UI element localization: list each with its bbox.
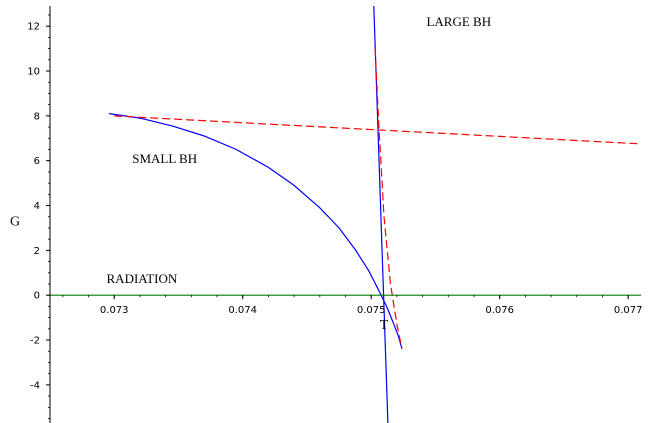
- x-tick-label: 0.074: [228, 305, 257, 316]
- ticks-layer: 0.073 0.074 0.075 0.076 0.077 -4 -2 0 2 4 6 8 10 12: [27, 14, 643, 419]
- x-tick-label: 0.077: [614, 305, 643, 316]
- x-tick-label: 0.076: [485, 305, 514, 316]
- x-tick-label: 0.075: [357, 305, 386, 316]
- y-tick-label: 4: [34, 201, 40, 212]
- series-layer: [50, 5, 642, 423]
- x-axis-title: T: [380, 318, 389, 333]
- y-tick-label: 8: [34, 111, 40, 122]
- y-tick-label: 10: [27, 67, 40, 78]
- y-tick-label: 0: [34, 291, 40, 302]
- series-line-3: [114, 115, 642, 145]
- series-line-1: [109, 113, 403, 350]
- annotation-layer: LARGE BH SMALL BH RADIATION: [107, 14, 492, 286]
- annotation-label: LARGE BH: [426, 14, 491, 29]
- y-tick-label: 6: [34, 156, 40, 167]
- annotation-label: RADIATION: [107, 271, 178, 286]
- y-tick-label: 12: [27, 22, 40, 33]
- series-line-4: [374, 48, 403, 350]
- y-tick-label: -4: [30, 380, 40, 391]
- y-tick-label: -2: [30, 336, 40, 347]
- y-tick-label: 2: [34, 246, 40, 257]
- x-tick-label: 0.073: [100, 305, 129, 316]
- y-axis-title: G: [10, 215, 20, 230]
- annotation-label: SMALL BH: [132, 151, 197, 166]
